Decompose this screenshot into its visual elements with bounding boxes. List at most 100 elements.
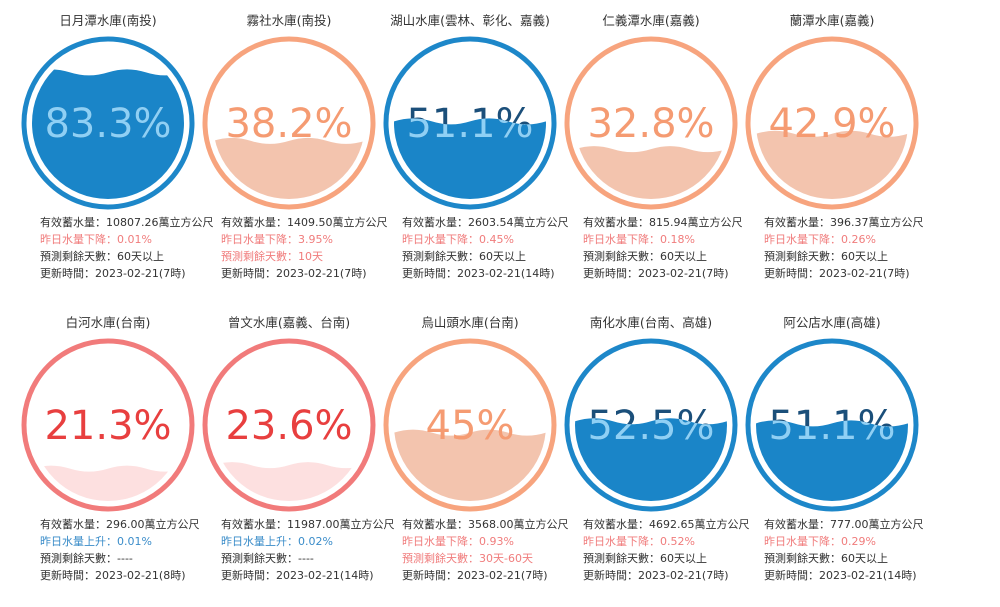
level-label: 83.3% [44, 101, 171, 147]
water-group [394, 429, 546, 501]
reservoir-info: 有效蓄水量：815.94萬立方公尺 昨日水量下降：0.18% 預測剩餘天數：60天以… [583, 214, 763, 282]
info-line: 更新時間：2023-02-21(14時) [221, 569, 374, 582]
info-line: 預測剩餘天數：---- [221, 552, 314, 565]
info-line: 預測剩餘天數：60天以上 [764, 552, 888, 565]
water-fill [575, 418, 727, 501]
reservoir-card: 烏山頭水庫(台南)45%45% [383, 315, 557, 512]
reservoir-name: 曾文水庫(嘉義、台南) [228, 315, 350, 330]
info-line: 昨日水量下降：0.45% [402, 233, 514, 246]
info-line: 更新時間：2023-02-21(7時) [764, 267, 910, 280]
level-label: 32.8% [587, 101, 714, 147]
water-group [213, 137, 365, 199]
water-fill [394, 429, 546, 501]
info-line: 有效蓄水量：2603.54萬立方公尺 [402, 216, 569, 229]
level-label: 52.5% [587, 403, 714, 449]
info-line: 預測剩餘天數：60天以上 [583, 250, 707, 263]
info-line: 有效蓄水量：396.37萬立方公尺 [764, 216, 924, 229]
info-line: 更新時間：2023-02-21(14時) [402, 267, 555, 280]
reservoir-name: 南化水庫(台南、高雄) [590, 315, 712, 330]
info-line: 更新時間：2023-02-21(14時) [764, 569, 917, 582]
level-label: 51.1% [768, 403, 895, 449]
water-fill [575, 146, 727, 199]
reservoir-card: 日月潭水庫(南投)83.3%83.3% [21, 13, 195, 210]
reservoir-info: 有效蓄水量：4692.65萬立方公尺 昨日水量下降：0.52% 預測剩餘天數：60天… [583, 516, 763, 584]
water-fill [213, 137, 365, 199]
info-line: 昨日水量下降：3.95% [221, 233, 333, 246]
info-line: 更新時間：2023-02-21(7時) [402, 569, 548, 582]
reservoir-info: 有效蓄水量：1409.50萬立方公尺 昨日水量下降：3.95% 預測剩餘天數：10天… [221, 214, 401, 282]
info-line: 有效蓄水量：4692.65萬立方公尺 [583, 518, 750, 531]
reservoir-card: 南化水庫(台南、高雄)52.5%52.5% [564, 315, 738, 512]
water-fill [394, 118, 546, 199]
reservoir-card: 曾文水庫(嘉義、台南)23.6%23.6% [202, 315, 376, 512]
reservoir-name: 蘭潭水庫(嘉義) [790, 13, 875, 28]
level-label-in-water: 83.3% [44, 101, 171, 147]
info-line: 昨日水量上升：0.01% [40, 535, 152, 548]
info-line: 預測剩餘天數：60天以上 [583, 552, 707, 565]
reservoir-info: 有效蓄水量：3568.00萬立方公尺 昨日水量下降：0.93% 預測剩餘天數：30天… [402, 516, 582, 584]
info-line: 有效蓄水量：3568.00萬立方公尺 [402, 518, 569, 531]
level-label: 51.1% [406, 101, 533, 147]
reservoir-name: 霧社水庫(南投) [247, 13, 332, 28]
info-line: 有效蓄水量：815.94萬立方公尺 [583, 216, 743, 229]
water-group [32, 69, 184, 199]
reservoir-card: 湖山水庫(雲林、彰化、嘉義)51.1%51.1% [383, 13, 557, 210]
water-fill [756, 130, 908, 199]
gauge-ring [21, 338, 195, 512]
reservoir-info: 有效蓄水量：10807.26萬立方公尺 昨日水量下降：0.01% 預測剩餘天數：60… [40, 214, 220, 282]
water-group [575, 418, 727, 501]
info-line: 更新時間：2023-02-21(7時) [583, 569, 729, 582]
info-line: 預測剩餘天數：60天以上 [40, 250, 164, 263]
reservoir-card: 蘭潭水庫(嘉義)42.9%42.9% [745, 13, 919, 210]
info-line: 更新時間：2023-02-21(8時) [40, 569, 186, 582]
reservoir-card: 白河水庫(台南)21.3%21.3% [21, 315, 195, 512]
level-label: 21.3% [44, 403, 171, 449]
reservoir-info: 有效蓄水量：296.00萬立方公尺 昨日水量上升：0.01% 預測剩餘天數：----… [40, 516, 220, 584]
info-line: 昨日水量下降：0.29% [764, 535, 876, 548]
info-line: 昨日水量下降：0.01% [40, 233, 152, 246]
level-label: 45% [426, 403, 515, 449]
level-label-in-water: 51.1% [768, 403, 895, 449]
info-line: 預測剩餘天數：30天-60天 [402, 552, 533, 565]
level-label: 51.1% [768, 403, 895, 449]
water-group [756, 130, 908, 199]
info-line: 有效蓄水量：1409.50萬立方公尺 [221, 216, 388, 229]
level-label: 38.2% [225, 101, 352, 147]
info-line: 有效蓄水量：777.00萬立方公尺 [764, 518, 924, 531]
level-label: 42.9% [768, 101, 895, 147]
info-line: 昨日水量上升：0.02% [221, 535, 333, 548]
info-line: 預測剩餘天數：10天 [221, 250, 323, 263]
level-label: 52.5% [587, 403, 714, 449]
water-fill [32, 69, 184, 199]
level-label: 38.2% [225, 101, 352, 147]
reservoir-name: 湖山水庫(雲林、彰化、嘉義) [390, 13, 550, 28]
info-line: 有效蓄水量：10807.26萬立方公尺 [40, 216, 214, 229]
reservoir-name: 仁義潭水庫(嘉義) [602, 13, 699, 28]
reservoir-card: 霧社水庫(南投)38.2%38.2% [202, 13, 376, 210]
info-line: 更新時間：2023-02-21(7時) [40, 267, 186, 280]
info-line: 有效蓄水量：11987.00萬立方公尺 [221, 518, 395, 531]
level-label-in-water: 51.1% [406, 101, 533, 147]
info-line: 有效蓄水量：296.00萬立方公尺 [40, 518, 200, 531]
reservoir-info: 有效蓄水量：396.37萬立方公尺 昨日水量下降：0.26% 預測剩餘天數：60天以… [764, 214, 944, 282]
reservoir-name: 日月潭水庫(南投) [59, 13, 156, 28]
info-line: 更新時間：2023-02-21(7時) [583, 267, 729, 280]
level-label-in-water: 38.2% [225, 101, 352, 147]
info-line: 預測剩餘天數：60天以上 [764, 250, 888, 263]
reservoir-name: 白河水庫(台南) [66, 315, 151, 330]
water-group [394, 118, 546, 199]
reservoir-info: 有效蓄水量：11987.00萬立方公尺 昨日水量上升：0.02% 預測剩餘天數：--… [221, 516, 401, 584]
water-group [756, 420, 908, 501]
reservoir-card: 阿公店水庫(高雄)51.1%51.1% [745, 315, 919, 512]
level-label: 23.6% [225, 403, 352, 449]
info-line: 預測剩餘天數：60天以上 [402, 250, 526, 263]
info-line: 昨日水量下降：0.52% [583, 535, 695, 548]
level-label-in-water: 52.5% [587, 403, 714, 449]
water-fill [756, 420, 908, 501]
reservoir-card: 仁義潭水庫(嘉義)32.8%32.8% [564, 13, 738, 210]
level-label: 51.1% [406, 101, 533, 147]
reservoir-info: 有效蓄水量：2603.54萬立方公尺 昨日水量下降：0.45% 預測剩餘天數：60天… [402, 214, 582, 282]
reservoir-name: 烏山頭水庫(台南) [421, 315, 518, 330]
info-line: 昨日水量下降：0.18% [583, 233, 695, 246]
